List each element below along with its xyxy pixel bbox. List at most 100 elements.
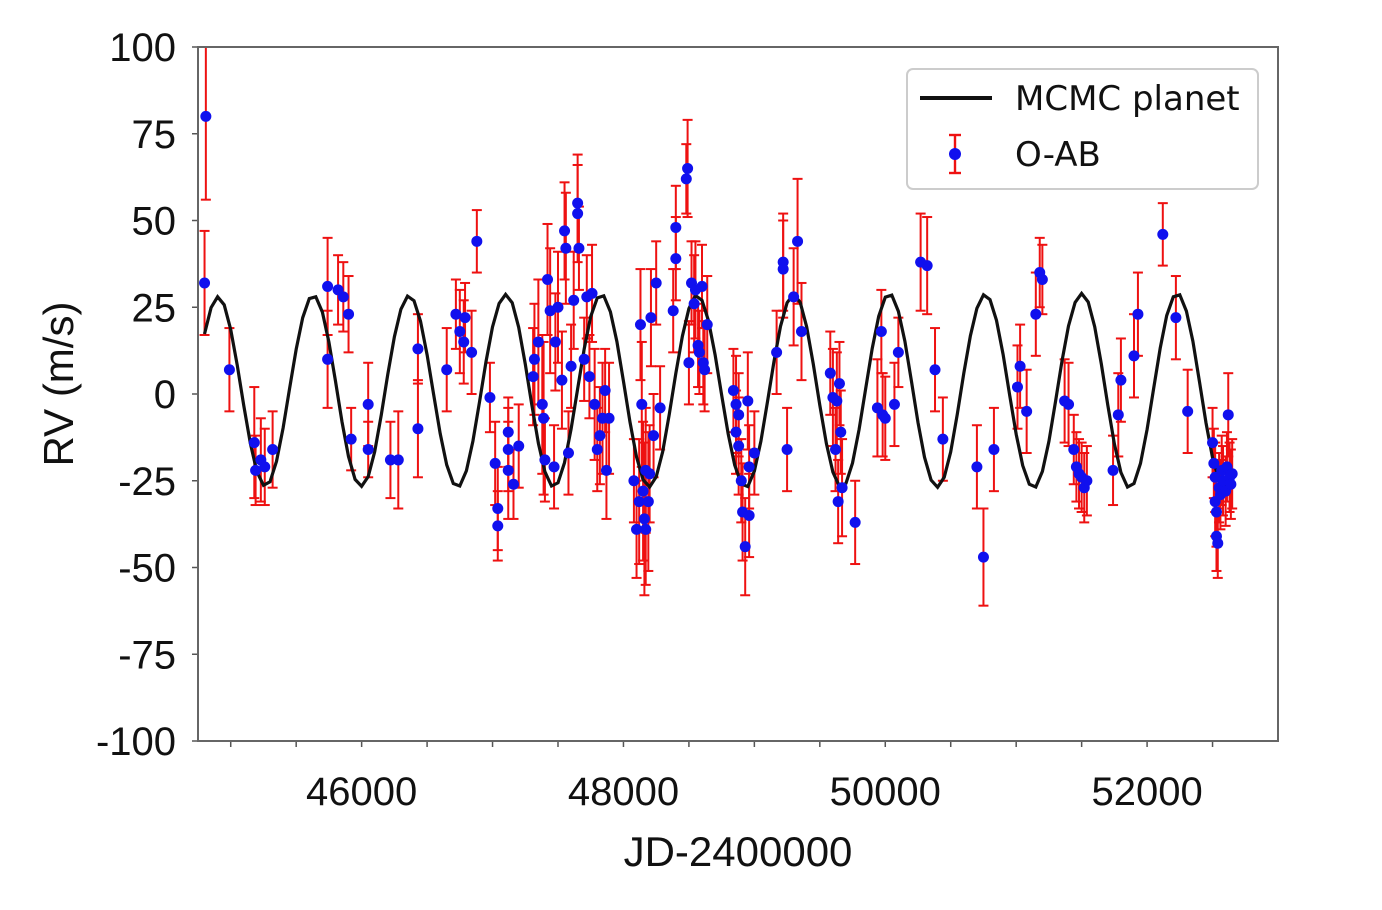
data-point: [513, 440, 525, 452]
data-point: [642, 496, 654, 508]
data-point: [1226, 468, 1238, 480]
data-point: [735, 475, 747, 487]
data-point: [1112, 409, 1124, 421]
data-point: [1222, 409, 1234, 421]
data-point: [849, 516, 861, 528]
data-point: [259, 461, 271, 473]
data-point: [680, 173, 692, 185]
data-point: [733, 440, 745, 452]
data-point: [699, 364, 711, 376]
data-point: [492, 503, 504, 515]
data-point: [1182, 405, 1194, 417]
data-point: [322, 280, 334, 292]
data-point: [748, 447, 760, 459]
data-point: [683, 357, 695, 369]
data-point: [638, 513, 650, 525]
data-point: [536, 398, 548, 410]
plot-frame: [197, 46, 1279, 742]
data-point: [696, 280, 708, 292]
data-point: [559, 225, 571, 237]
data-point: [583, 371, 595, 383]
data-point: [637, 485, 649, 497]
data-point: [345, 433, 357, 445]
data-point: [573, 242, 585, 254]
data-point: [471, 235, 483, 247]
data-point: [591, 444, 603, 456]
x-axis-ticks: 46000 48000 50000 52000: [229, 741, 1214, 814]
legend-box: [906, 68, 1259, 190]
legend-label-mcmc-planet: MCMC planet: [1015, 79, 1240, 119]
data-point: [640, 523, 652, 535]
data-point: [459, 312, 471, 324]
data-point: [971, 461, 983, 473]
x-tick-label: 50000: [830, 770, 941, 814]
data-point: [730, 426, 742, 438]
data-point: [836, 482, 848, 494]
data-point: [392, 454, 404, 466]
data-point: [835, 426, 847, 438]
data-point: [833, 378, 845, 390]
data-point: [527, 371, 539, 383]
data-point: [502, 426, 514, 438]
data-point: [528, 353, 540, 365]
data-point: [792, 235, 804, 247]
y-tick-label: 75: [132, 113, 177, 157]
data-point: [1011, 381, 1023, 393]
data-point: [412, 423, 424, 435]
y-tick-label: -50: [118, 547, 176, 591]
data-point: [362, 444, 374, 456]
data-point: [502, 444, 514, 456]
data-point: [1207, 437, 1219, 449]
data-point: [492, 520, 504, 532]
data-point: [250, 464, 262, 476]
y-tick-label: 100: [109, 26, 176, 70]
data-point: [248, 437, 260, 449]
data-point: [1128, 350, 1140, 362]
data-point: [1068, 444, 1080, 456]
data-points: [199, 110, 1238, 563]
data-point: [777, 263, 789, 275]
y-axis-ticks: 100 75 50 25 0 -25 -50 -75 -100: [96, 26, 198, 764]
data-point: [670, 253, 682, 265]
data-point: [1170, 312, 1182, 324]
data-point: [650, 277, 662, 289]
data-point: [888, 398, 900, 410]
data-point: [682, 162, 694, 174]
data-point: [603, 412, 615, 424]
data-point: [539, 454, 551, 466]
data-point: [578, 353, 590, 365]
data-point: [832, 496, 844, 508]
data-point: [875, 326, 887, 338]
data-point: [988, 444, 1000, 456]
data-point: [693, 346, 705, 358]
data-point: [412, 343, 424, 355]
data-point: [701, 319, 713, 331]
data-point: [384, 454, 396, 466]
data-point: [489, 457, 501, 469]
data-point: [599, 385, 611, 397]
data-point: [636, 398, 648, 410]
data-point: [572, 197, 584, 209]
data-point: [538, 412, 550, 424]
data-point: [441, 364, 453, 376]
x-tick-label: 48000: [568, 770, 679, 814]
data-point: [667, 305, 679, 317]
data-point: [454, 326, 466, 338]
x-axis-label: JD-2400000: [624, 828, 853, 875]
data-point: [645, 312, 657, 324]
y-tick-label: -25: [118, 460, 176, 504]
legend-label-o-ab: O-AB: [1015, 135, 1101, 175]
x-tick-label: 52000: [1091, 770, 1202, 814]
data-point: [532, 336, 544, 348]
y-axis-label: RV (m/s): [35, 302, 82, 467]
data-point: [781, 444, 793, 456]
data-point: [572, 208, 584, 220]
data-point: [362, 398, 374, 410]
data-point: [879, 412, 891, 424]
data-point: [727, 385, 739, 397]
data-point: [1014, 360, 1026, 372]
y-tick-label: 25: [132, 286, 177, 330]
data-point: [628, 475, 640, 487]
data-point: [831, 395, 843, 407]
data-point: [631, 523, 643, 535]
